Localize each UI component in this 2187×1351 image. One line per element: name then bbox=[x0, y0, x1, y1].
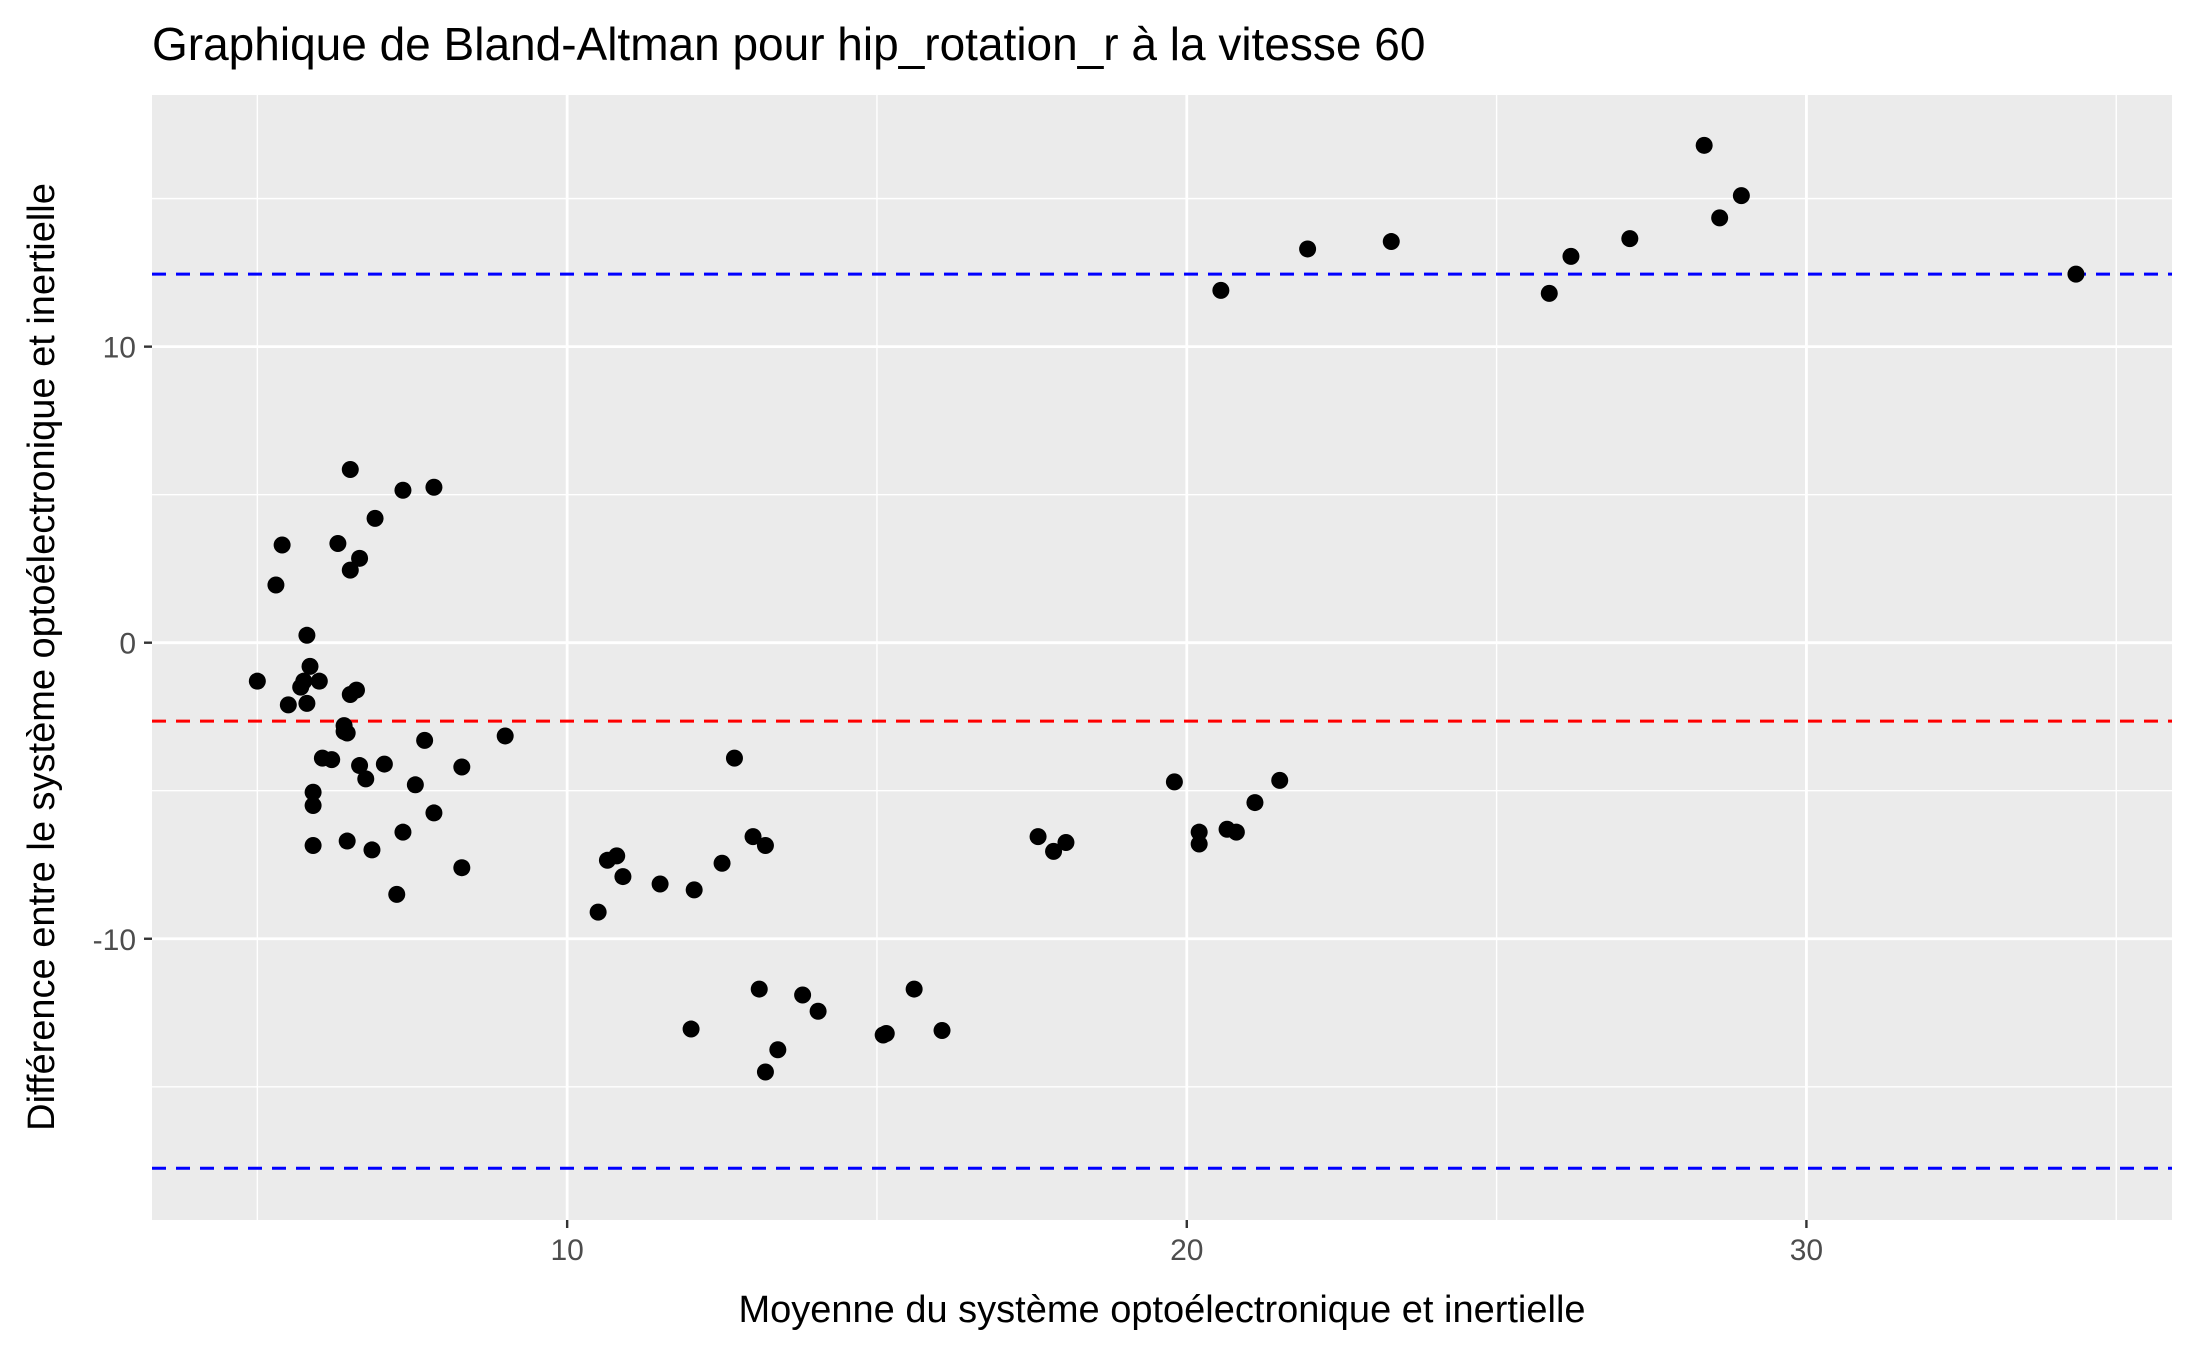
x-axis-ticks: 10 20 30 bbox=[550, 1220, 1823, 1267]
data-point bbox=[1246, 794, 1264, 812]
data-point bbox=[298, 694, 316, 712]
data-point bbox=[1190, 835, 1208, 853]
data-point bbox=[406, 776, 424, 794]
data-point bbox=[453, 859, 471, 877]
data-point bbox=[1057, 834, 1075, 852]
data-point bbox=[295, 672, 313, 690]
data-point bbox=[1299, 240, 1317, 258]
data-point bbox=[682, 1020, 700, 1038]
data-point bbox=[1732, 187, 1750, 205]
data-point bbox=[1212, 281, 1230, 299]
grid-major bbox=[152, 95, 2172, 1220]
data-point bbox=[425, 478, 443, 496]
data-point bbox=[338, 832, 356, 850]
grid-minor bbox=[152, 95, 2172, 1220]
data-point bbox=[310, 672, 328, 690]
data-point bbox=[713, 854, 731, 872]
data-point bbox=[248, 672, 266, 690]
data-point bbox=[1045, 842, 1063, 860]
x-tick-label: 30 bbox=[1790, 1234, 1823, 1267]
data-point bbox=[351, 549, 369, 567]
data-point bbox=[756, 836, 774, 854]
y-axis-title: Différence entre le système optoélectron… bbox=[21, 183, 63, 1131]
x-axis-title: Moyenne du système optoélectronique et i… bbox=[738, 1289, 1585, 1331]
y-tick-label: 10 bbox=[103, 332, 136, 365]
data-point bbox=[933, 1022, 951, 1040]
data-point bbox=[589, 903, 607, 921]
data-point bbox=[453, 758, 471, 776]
data-point bbox=[338, 724, 356, 742]
y-axis-ticks: -10 0 10 bbox=[93, 332, 152, 957]
y-tick-label: 0 bbox=[119, 628, 136, 661]
data-point bbox=[304, 836, 322, 854]
data-point bbox=[1382, 233, 1400, 251]
data-point bbox=[301, 657, 319, 675]
data-point bbox=[341, 561, 359, 579]
data-point bbox=[394, 823, 412, 841]
data-point bbox=[273, 536, 291, 554]
data-point bbox=[608, 847, 626, 865]
data-point bbox=[877, 1024, 895, 1042]
data-point bbox=[1695, 136, 1713, 154]
data-point bbox=[744, 828, 762, 846]
data-point bbox=[304, 783, 322, 801]
data-point bbox=[323, 751, 341, 769]
data-point bbox=[794, 986, 812, 1004]
data-point bbox=[388, 885, 406, 903]
data-points bbox=[248, 136, 2085, 1081]
data-point bbox=[394, 481, 412, 499]
data-point bbox=[769, 1041, 787, 1059]
data-point bbox=[905, 980, 923, 998]
data-point bbox=[298, 626, 316, 644]
data-point bbox=[416, 731, 434, 749]
data-point bbox=[725, 749, 743, 767]
plot-panel bbox=[152, 95, 2172, 1220]
data-point bbox=[279, 696, 297, 714]
data-point bbox=[304, 797, 322, 815]
x-tick-label: 20 bbox=[1170, 1234, 1203, 1267]
data-point bbox=[750, 980, 768, 998]
data-point bbox=[685, 881, 703, 899]
data-point bbox=[425, 804, 443, 822]
data-point bbox=[496, 727, 514, 745]
data-point bbox=[2067, 265, 2085, 283]
data-point bbox=[756, 1063, 774, 1081]
data-point bbox=[1227, 823, 1245, 841]
data-point bbox=[651, 875, 669, 893]
data-point bbox=[1165, 773, 1183, 791]
data-point bbox=[809, 1002, 827, 1020]
data-point bbox=[329, 535, 347, 553]
data-point bbox=[1190, 823, 1208, 841]
data-point bbox=[375, 755, 393, 773]
chart-title: Graphique de Bland-Altman pour hip_rotat… bbox=[152, 18, 1425, 70]
data-point bbox=[351, 757, 369, 775]
y-tick-label: -10 bbox=[93, 924, 136, 957]
data-point bbox=[1540, 284, 1558, 302]
reference-lines bbox=[152, 272, 2172, 1170]
data-point bbox=[1621, 230, 1639, 248]
data-point bbox=[1271, 771, 1289, 789]
data-point bbox=[1029, 828, 1047, 846]
data-point bbox=[357, 770, 375, 788]
data-point bbox=[363, 841, 381, 859]
data-point bbox=[1711, 209, 1729, 227]
data-point bbox=[1562, 247, 1580, 265]
data-point bbox=[614, 868, 632, 886]
x-tick-label: 10 bbox=[550, 1234, 583, 1267]
data-point bbox=[267, 576, 285, 594]
data-point bbox=[347, 681, 365, 699]
data-point bbox=[366, 509, 384, 527]
data-point bbox=[341, 461, 359, 479]
